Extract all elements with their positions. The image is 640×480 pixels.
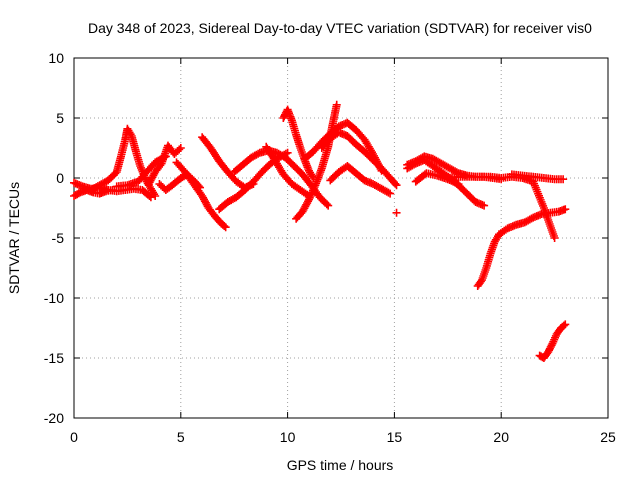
data-point — [307, 190, 316, 199]
data-point — [308, 186, 317, 195]
data-point — [283, 148, 292, 157]
y-tick-label: -15 — [44, 350, 64, 366]
data-point — [392, 208, 401, 217]
series-arc-15 — [326, 162, 395, 198]
axis-ticks: 0 5 10 15 20 25 -20 -15 -10 -5 0 5 10 — [44, 50, 616, 445]
data-point — [454, 180, 463, 188]
x-tick-label: 20 — [493, 429, 509, 445]
data-point — [304, 197, 313, 206]
data-point — [175, 145, 184, 154]
data-point — [480, 201, 489, 210]
data-point — [308, 172, 317, 181]
series-arc-25 — [535, 320, 570, 362]
data-point — [561, 320, 570, 329]
data-point — [306, 192, 315, 200]
y-tick-label: 0 — [56, 170, 64, 186]
data-point — [150, 190, 159, 199]
data-point — [386, 189, 395, 198]
x-tick-label: 5 — [177, 429, 185, 445]
data-point — [559, 175, 568, 184]
x-tick-label: 15 — [387, 429, 403, 445]
data-point — [310, 183, 319, 191]
data-point — [384, 188, 393, 197]
data-point — [305, 193, 314, 202]
x-tick-label: 25 — [600, 429, 616, 445]
data-point — [547, 341, 556, 350]
series-arc-7 — [172, 158, 230, 232]
data-point — [561, 205, 570, 214]
y-tick-label: -10 — [44, 290, 64, 306]
series-arc-3 — [87, 124, 160, 200]
data-point — [304, 195, 313, 204]
data-point — [559, 321, 568, 330]
x-tick-label: 10 — [280, 429, 296, 445]
data-point — [322, 200, 331, 209]
y-tick-label: 5 — [56, 110, 64, 126]
data-point — [308, 188, 317, 197]
series-arc-20 — [411, 169, 463, 188]
y-axis-label: SDTVAR / TECUs — [6, 182, 22, 294]
series-arc-22 — [507, 170, 568, 184]
x-axis-label: GPS time / hours — [287, 457, 394, 473]
data-point — [220, 222, 229, 230]
chart-title: Day 348 of 2023, Sidereal Day-to-day VTE… — [88, 20, 592, 36]
data-point — [550, 234, 559, 242]
data-point — [176, 144, 185, 152]
data-point — [221, 223, 230, 232]
data-point — [126, 130, 135, 139]
data-point — [392, 181, 401, 190]
data-points — [70, 100, 570, 362]
series-arc-24 — [495, 205, 570, 239]
data-point — [391, 179, 400, 188]
data-point — [151, 192, 160, 200]
series-arc-2 — [70, 186, 117, 200]
series-arc-5 — [144, 141, 185, 188]
y-tick-label: -5 — [52, 230, 65, 246]
series-arc-12 — [262, 142, 313, 200]
y-tick-label: 10 — [48, 50, 64, 66]
series-arc-16 — [317, 128, 401, 190]
data-point — [324, 201, 333, 210]
y-tick-label: -20 — [44, 410, 64, 426]
data-point — [281, 149, 290, 158]
data-point — [332, 100, 341, 109]
x-tick-label: 0 — [70, 429, 78, 445]
data-point — [476, 277, 485, 286]
series-arc-17 — [392, 208, 401, 217]
data-point — [108, 186, 117, 194]
data-point — [309, 184, 318, 193]
